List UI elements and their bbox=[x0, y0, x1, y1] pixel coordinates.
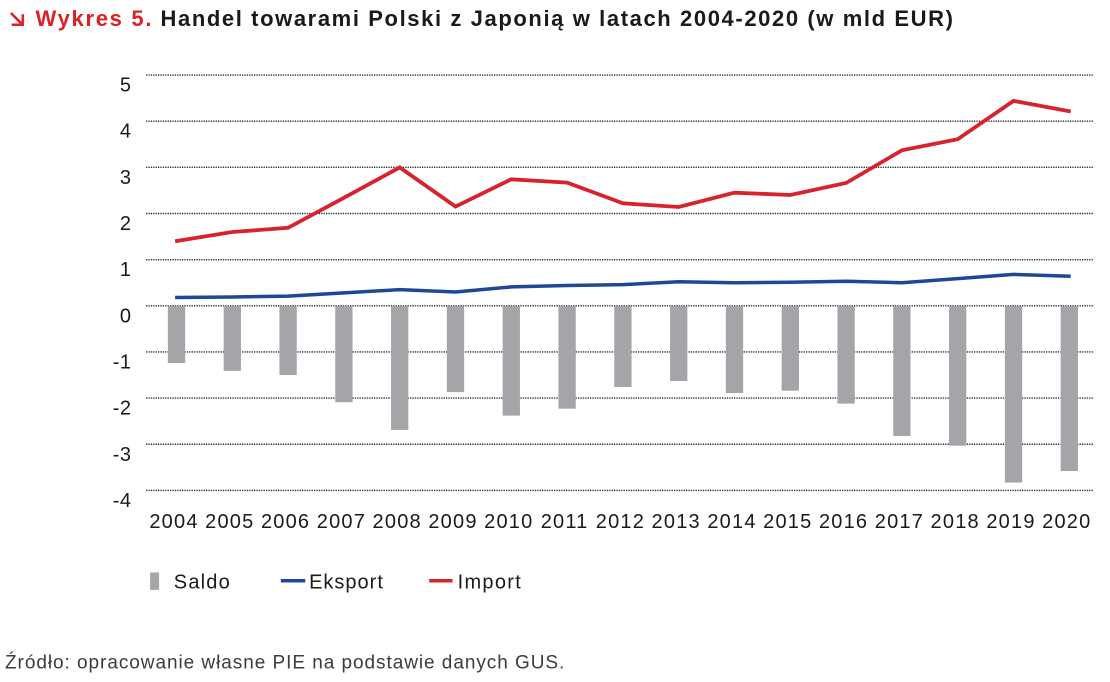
svg-text:2013: 2013 bbox=[652, 511, 701, 533]
svg-text:Wykres 5.: Wykres 5. bbox=[36, 6, 154, 31]
svg-text:2004: 2004 bbox=[149, 511, 198, 533]
svg-text:2017: 2017 bbox=[875, 511, 924, 533]
svg-text:2005: 2005 bbox=[205, 511, 254, 533]
svg-text:5: 5 bbox=[120, 75, 132, 97]
svg-text:2020: 2020 bbox=[1042, 511, 1091, 533]
svg-text:2008: 2008 bbox=[373, 511, 422, 533]
svg-text:Import: Import bbox=[458, 572, 522, 594]
svg-text:2014: 2014 bbox=[707, 511, 756, 533]
svg-text:Eksport: Eksport bbox=[309, 572, 384, 594]
svg-text:-3: -3 bbox=[113, 444, 132, 466]
svg-text:2012: 2012 bbox=[596, 511, 645, 533]
svg-text:2: 2 bbox=[120, 213, 132, 235]
svg-text:-2: -2 bbox=[113, 398, 132, 420]
svg-text:Handel towarami Polski z Japon: Handel towarami Polski z Japonią w latac… bbox=[161, 6, 955, 31]
svg-text:2009: 2009 bbox=[428, 511, 477, 533]
svg-text:2018: 2018 bbox=[931, 511, 980, 533]
svg-text:-1: -1 bbox=[113, 351, 132, 373]
svg-text:2011: 2011 bbox=[541, 511, 589, 533]
svg-text:Źródło: opracowanie własne PIE: Źródło: opracowanie własne PIE na podsta… bbox=[5, 652, 565, 673]
svg-text:2006: 2006 bbox=[261, 511, 310, 533]
svg-text:2019: 2019 bbox=[986, 511, 1035, 533]
svg-text:3: 3 bbox=[120, 167, 132, 189]
svg-text:-4: -4 bbox=[113, 490, 132, 512]
svg-text:2016: 2016 bbox=[819, 511, 868, 533]
svg-text:4: 4 bbox=[120, 121, 132, 143]
svg-text:0: 0 bbox=[120, 305, 132, 327]
svg-text:2010: 2010 bbox=[484, 511, 533, 533]
svg-text:1: 1 bbox=[120, 259, 132, 281]
svg-text:2015: 2015 bbox=[763, 511, 812, 533]
svg-text:Saldo: Saldo bbox=[174, 572, 231, 594]
svg-text:2007: 2007 bbox=[317, 511, 366, 533]
